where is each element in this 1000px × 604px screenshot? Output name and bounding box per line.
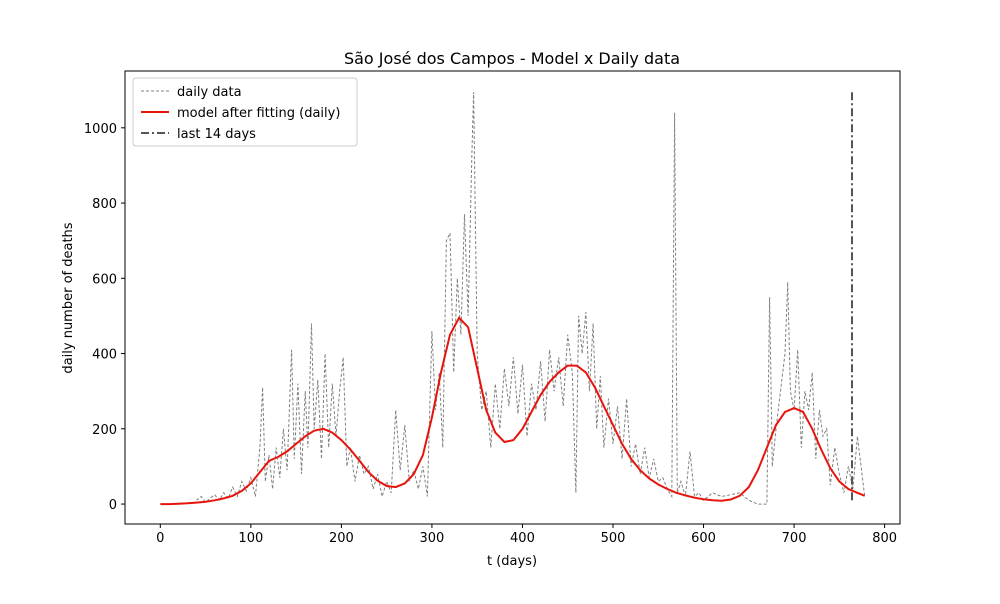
series-line [160, 316, 866, 506]
y-tick-label: 800 [92, 197, 117, 212]
y-tick-label: 400 [92, 348, 117, 363]
x-tick-label: 0 [156, 531, 164, 546]
y-axis-label: daily number of deaths [61, 222, 76, 373]
legend-label: model after fitting (daily) [177, 106, 340, 121]
legend-label: last 14 days [177, 127, 256, 142]
x-tick-label: 600 [691, 531, 716, 546]
y-tick-label: 600 [92, 272, 117, 287]
x-tick-label: 700 [782, 531, 807, 546]
x-tick-label: 200 [329, 531, 354, 546]
chart-title: São José dos Campos - Model x Daily data [344, 49, 680, 68]
plot-frame [124, 70, 901, 525]
legend-box [132, 77, 358, 147]
x-tick-label: 100 [238, 531, 263, 546]
x-tick-label: 300 [420, 531, 445, 546]
x-tick-label: 500 [601, 531, 626, 546]
x-tick-label: 400 [510, 531, 535, 546]
y-tick-label: 1000 [84, 122, 117, 137]
x-axis-label: t (days) [487, 554, 537, 569]
legend-label: daily data [177, 85, 242, 100]
y-tick-label: 0 [109, 498, 117, 513]
x-tick-label: 800 [872, 531, 897, 546]
series-line [196, 92, 866, 505]
y-tick-label: 200 [92, 423, 117, 438]
